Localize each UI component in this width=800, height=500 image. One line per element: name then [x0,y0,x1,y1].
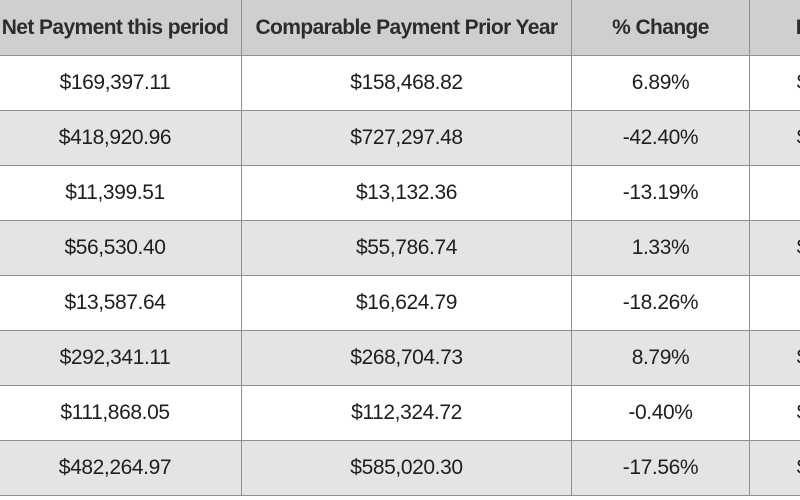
cell-truncated: $5 [749,385,800,441]
cell-percent-change: 6.89% [571,55,750,111]
cell-net-payment: $418,920.96 [0,110,242,166]
cell-net-payment: $13,587.64 [0,275,242,331]
header-row: Net Payment this period Comparable Payme… [0,0,800,56]
table-row: $169,397.11 $158,468.82 6.89% $7 [0,55,800,111]
cell-percent-change: -18.26% [571,275,750,331]
cell-percent-change: -17.56% [571,440,750,496]
cell-net-payment: $482,264.97 [0,440,242,496]
cell-truncated: $1 [749,330,800,386]
cell-net-payment: $11,399.51 [0,165,242,221]
cell-truncated: $2 [749,440,800,496]
cell-net-payment: $169,397.11 [0,55,242,111]
cell-percent-change: 8.79% [571,330,750,386]
header-prior-year-payment: Comparable Payment Prior Year [241,0,572,56]
cell-truncated: $7 [749,55,800,111]
table-row: $482,264.97 $585,020.30 -17.56% $2 [0,440,800,496]
cell-net-payment: $111,868.05 [0,385,242,441]
table-row: $292,341.11 $268,704.73 8.79% $1 [0,330,800,386]
table-row: $11,399.51 $13,132.36 -13.19% $ [0,165,800,221]
cell-prior-year-payment: $268,704.73 [241,330,572,386]
table-header: Net Payment this period Comparable Payme… [0,0,800,56]
cell-truncated: $2 [749,110,800,166]
cell-percent-change: -42.40% [571,110,750,166]
cell-prior-year-payment: $16,624.79 [241,275,572,331]
table-row: $418,920.96 $727,297.48 -42.40% $2 [0,110,800,166]
table-row: $13,587.64 $16,624.79 -18.26% $ [0,275,800,331]
cell-prior-year-payment: $112,324.72 [241,385,572,441]
cell-percent-change: -0.40% [571,385,750,441]
cell-percent-change: -13.19% [571,165,750,221]
header-net-payment: Net Payment this period [0,0,242,56]
table-row: $56,530.40 $55,786.74 1.33% $2 [0,220,800,276]
cell-prior-year-payment: $55,786.74 [241,220,572,276]
cell-prior-year-payment: $13,132.36 [241,165,572,221]
cell-truncated: $2 [749,220,800,276]
cell-prior-year-payment: $158,468.82 [241,55,572,111]
cell-percent-change: 1.33% [571,220,750,276]
header-percent-change: % Change [571,0,750,56]
header-truncated-column: Pa [749,0,800,56]
table-row: $111,868.05 $112,324.72 -0.40% $5 [0,385,800,441]
cell-net-payment: $292,341.11 [0,330,242,386]
cell-truncated: $ [749,165,800,221]
cell-truncated: $ [749,275,800,331]
cell-prior-year-payment: $585,020.30 [241,440,572,496]
cell-prior-year-payment: $727,297.48 [241,110,572,166]
table-body: $169,397.11 $158,468.82 6.89% $7 $418,92… [0,55,800,496]
cell-net-payment: $56,530.40 [0,220,242,276]
